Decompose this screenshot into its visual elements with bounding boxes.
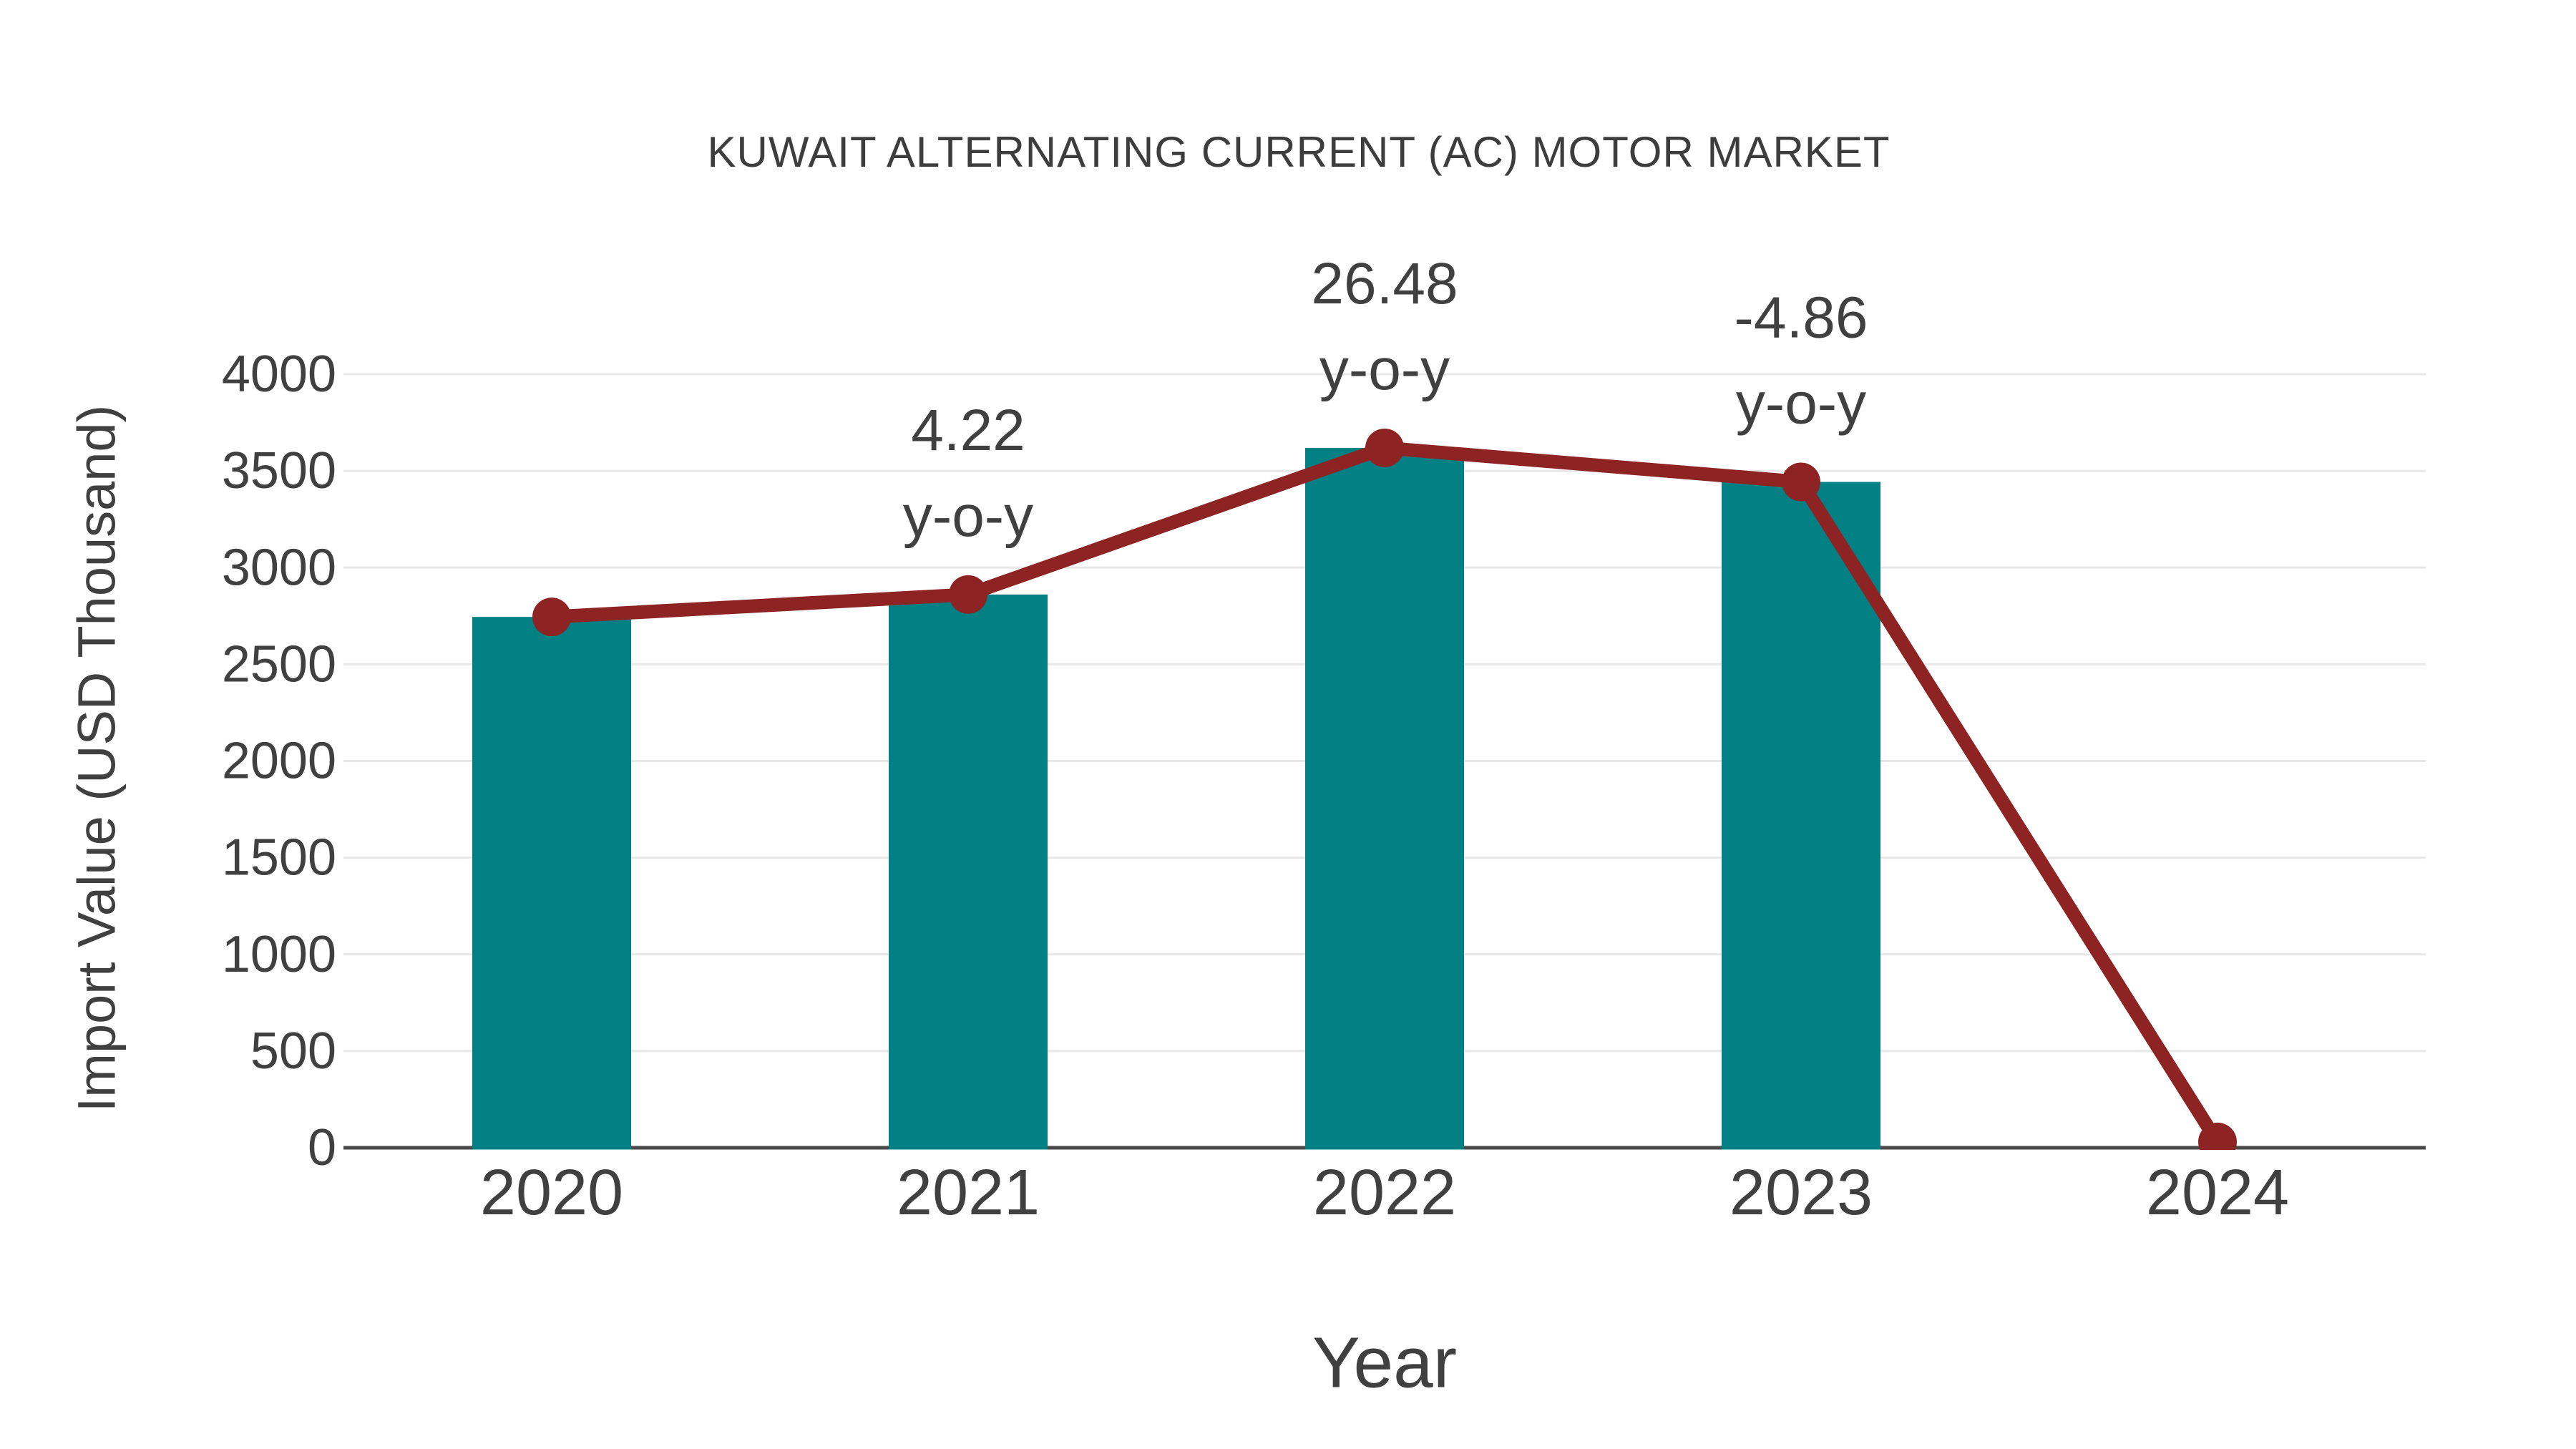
x-tick-label-2022: 2022 [1313, 1157, 1456, 1229]
bar-2022 [1305, 447, 1464, 1150]
annotation-2021: 4.22 y-o-y [903, 397, 1033, 548]
annotation-2023: -4.86 y-o-y [1735, 285, 1868, 436]
y-tick-label-4000: 4000 [222, 346, 336, 403]
y-tick-label-3000: 3000 [222, 539, 336, 596]
x-tick-label-2021: 2021 [897, 1157, 1040, 1229]
y-tick-label-500: 500 [250, 1023, 336, 1080]
x-axis-title: Year [1312, 1322, 1458, 1403]
annotation-2022: 26.48 y-o-y [1311, 250, 1458, 401]
trend-point-2021 [949, 575, 987, 614]
x-tick-label-2020: 2020 [480, 1157, 623, 1229]
trend-point-2023 [1782, 462, 1820, 502]
chart-title: KUWAIT ALTERNATING CURRENT (AC) MOTOR MA… [707, 128, 1890, 176]
y-tick-label-2500: 2500 [222, 635, 336, 693]
trend-line-group [532, 428, 2237, 1150]
trend-point-2020 [532, 597, 571, 637]
y-tick-label-0: 0 [308, 1119, 336, 1176]
bar-2020 [472, 617, 631, 1150]
y-tick-label-1500: 1500 [222, 829, 336, 887]
y-tick-label-1000: 1000 [222, 926, 336, 983]
bar-2023 [1722, 482, 1880, 1150]
y-tick-label-2000: 2000 [222, 733, 336, 790]
bar-2021 [889, 594, 1048, 1150]
y-tick-label-3500: 3500 [222, 442, 336, 499]
x-tick-label-2024: 2024 [2146, 1157, 2289, 1229]
trend-point-2022 [1365, 428, 1404, 467]
trend-point-2024 [2198, 1122, 2237, 1150]
x-tick-label-2023: 2023 [1729, 1157, 1873, 1229]
